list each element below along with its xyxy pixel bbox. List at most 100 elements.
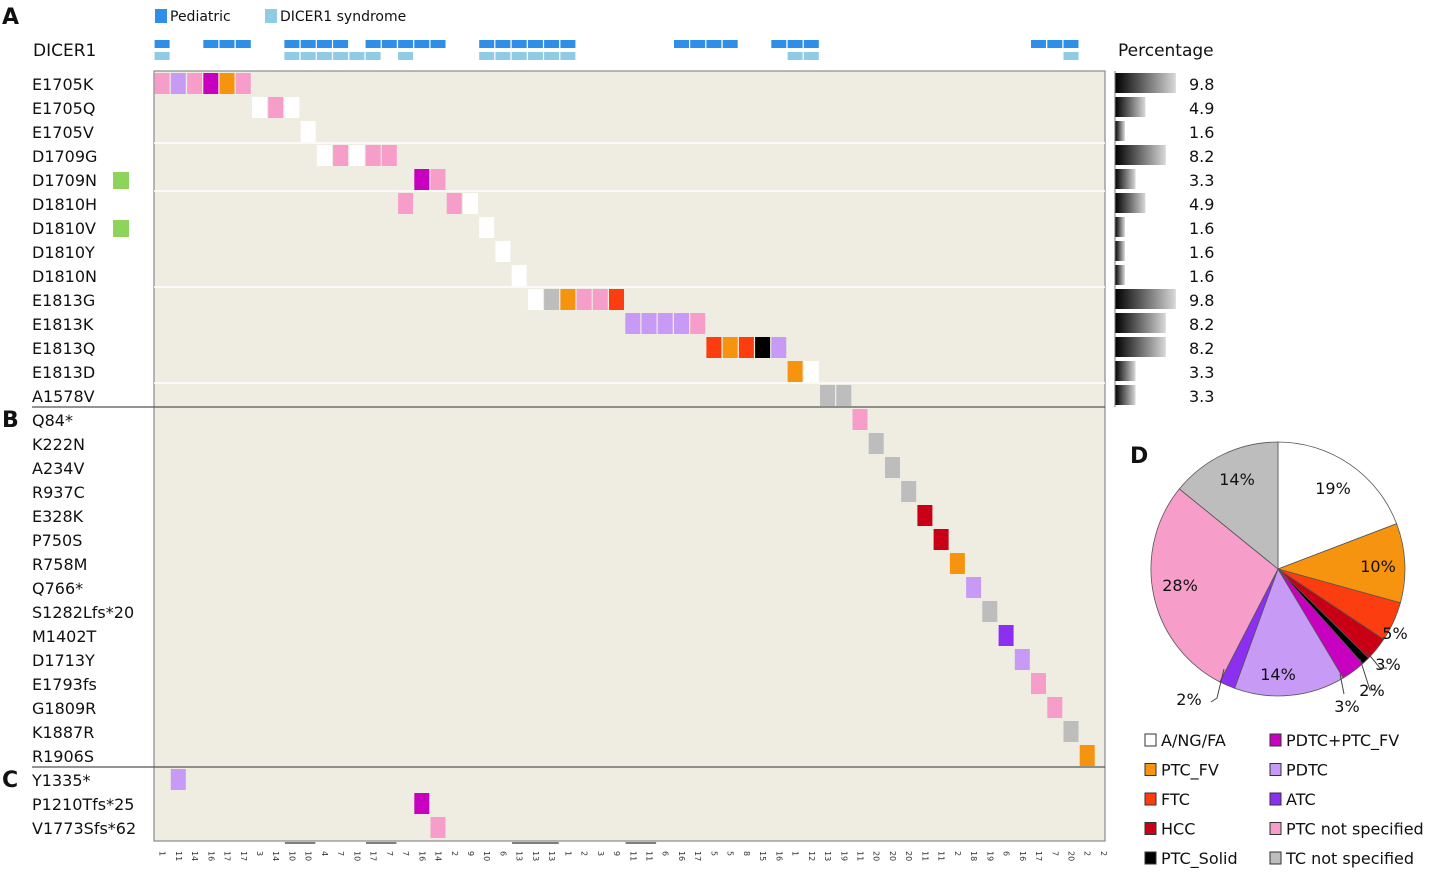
pie-legend-swatch xyxy=(1269,763,1282,776)
grid-background xyxy=(153,70,1106,842)
column-tick: 13 xyxy=(547,851,556,861)
mutation-cell xyxy=(852,409,868,430)
pediatric-legend-swatch xyxy=(155,9,167,23)
mutation-label: D1810H xyxy=(32,195,97,214)
pie-legend: A/NG/FA PDTC+PTC_FV PTC_FV PDTC FTC ATC HCC PTC… xyxy=(1144,731,1424,869)
pie-legend-label: HCC xyxy=(1161,820,1195,839)
mutation-labels: E1705K E1705Q E1705V D1709G D1709N D1810H D181… xyxy=(31,75,136,838)
column-tick: 6 xyxy=(661,851,670,856)
pie-legend-swatch xyxy=(1144,792,1157,806)
column-tick: 12 xyxy=(807,851,816,861)
pediatric-marker xyxy=(527,40,543,48)
mutation-cell xyxy=(300,121,316,142)
percentage-bar xyxy=(1115,193,1146,213)
pie-legend-label: TC not specified xyxy=(1285,849,1414,868)
syndrome-marker xyxy=(511,52,527,60)
mutation-label: M1402T xyxy=(32,627,97,646)
syndrome-marker xyxy=(300,52,316,60)
pie-slice-label: 3% xyxy=(1334,697,1359,716)
column-tick: 13 xyxy=(531,851,540,861)
percentage-value: 8.2 xyxy=(1189,315,1214,334)
syndrome-marker xyxy=(560,52,576,60)
pie-legend-label: PDTC+PTC_FV xyxy=(1286,731,1399,751)
mutation-label: E328K xyxy=(32,507,84,526)
percentage-bar xyxy=(1115,241,1125,261)
pediatric-marker xyxy=(414,40,430,48)
mutation-cell xyxy=(268,97,284,118)
column-tick: 10 xyxy=(352,851,361,861)
column-tick: 20 xyxy=(888,851,897,861)
mutation-cell xyxy=(398,193,414,214)
column-tick: 9 xyxy=(466,851,475,856)
column-tick: 16 xyxy=(1018,851,1027,861)
column-tick: 13 xyxy=(515,851,524,861)
column-tick: 10 xyxy=(304,851,313,861)
column-tick: 19 xyxy=(985,851,994,861)
mutation-cell xyxy=(414,793,430,814)
mutation-label: A234V xyxy=(32,459,84,478)
syndrome-marker xyxy=(1063,52,1079,60)
oncoprint-background xyxy=(32,70,1106,842)
column-tick: 11 xyxy=(920,851,929,861)
pediatric-marker xyxy=(1063,40,1079,48)
mutation-label: D1810Y xyxy=(32,243,95,262)
percentage-value: 4.9 xyxy=(1189,195,1214,214)
column-tick: 10 xyxy=(482,851,491,861)
mutation-cell xyxy=(722,337,738,358)
column-tick: 2 xyxy=(580,851,589,856)
mutation-label: E1813Q xyxy=(32,339,95,358)
mutation-cell xyxy=(917,505,933,526)
mutation-cell xyxy=(641,313,657,334)
mutation-cell xyxy=(446,193,462,214)
pediatric-marker xyxy=(674,40,689,48)
percentage-value: 3.3 xyxy=(1189,171,1214,190)
mutation-label: E1705Q xyxy=(32,99,95,118)
mutation-cell xyxy=(349,145,365,166)
pediatric-marker xyxy=(219,40,235,48)
pie-leader-line xyxy=(1210,668,1225,703)
column-tick: 6 xyxy=(1002,851,1011,856)
mutation-cell xyxy=(657,313,673,334)
column-tick: 1 xyxy=(563,851,572,856)
percentage-bar xyxy=(1115,361,1136,381)
pie-slice xyxy=(1276,523,1406,604)
percentage-bar xyxy=(1115,313,1166,333)
pie-legend-swatch xyxy=(1269,792,1282,806)
percentage-value: 4.9 xyxy=(1189,99,1214,118)
mutation-cell xyxy=(803,361,819,382)
pie-leader-line xyxy=(1339,673,1345,695)
mutation-cell xyxy=(170,73,186,94)
pie-legend-label: PTC_FV xyxy=(1161,761,1219,781)
column-tick: 6 xyxy=(498,851,507,856)
column-tick: 7 xyxy=(1050,851,1059,856)
column-tick: 18 xyxy=(969,851,978,861)
mutation-cell xyxy=(998,625,1014,646)
pediatric-marker xyxy=(479,40,495,48)
pediatric-marker xyxy=(203,40,219,48)
pie-slice xyxy=(1150,488,1279,683)
pie-slice xyxy=(1277,441,1398,570)
mutation-cell xyxy=(966,577,982,598)
hotspot-marker xyxy=(113,172,129,189)
mutation-cell xyxy=(982,601,998,622)
syndrome-marker xyxy=(803,52,819,60)
mutation-cell xyxy=(252,97,267,118)
syndrome-marker xyxy=(398,52,414,60)
mutation-cell xyxy=(933,529,949,550)
mutation-cell xyxy=(544,289,560,310)
column-tick: 20 xyxy=(1067,851,1076,861)
pie-legend-swatch xyxy=(1144,763,1157,776)
column-tick: 9 xyxy=(612,851,621,856)
pediatric-marker xyxy=(300,40,316,48)
mutation-cell xyxy=(414,169,430,190)
column-tick: 11 xyxy=(174,851,183,861)
percentage-value: 3.3 xyxy=(1189,363,1214,382)
mutation-label: D1709N xyxy=(32,171,97,190)
syndrome-marker xyxy=(544,52,560,60)
pediatric-marker xyxy=(1047,40,1063,48)
mutation-cell xyxy=(284,97,300,118)
pie-legend-label: ATC xyxy=(1286,790,1316,809)
pie-legend-label: PTC_Solid xyxy=(1161,849,1238,869)
mutation-cell xyxy=(430,169,446,190)
pie-legend-swatch xyxy=(1269,733,1282,747)
